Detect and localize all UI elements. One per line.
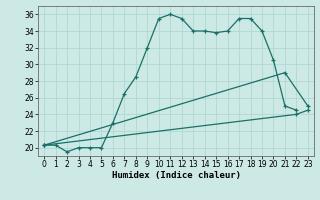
X-axis label: Humidex (Indice chaleur): Humidex (Indice chaleur) — [111, 171, 241, 180]
